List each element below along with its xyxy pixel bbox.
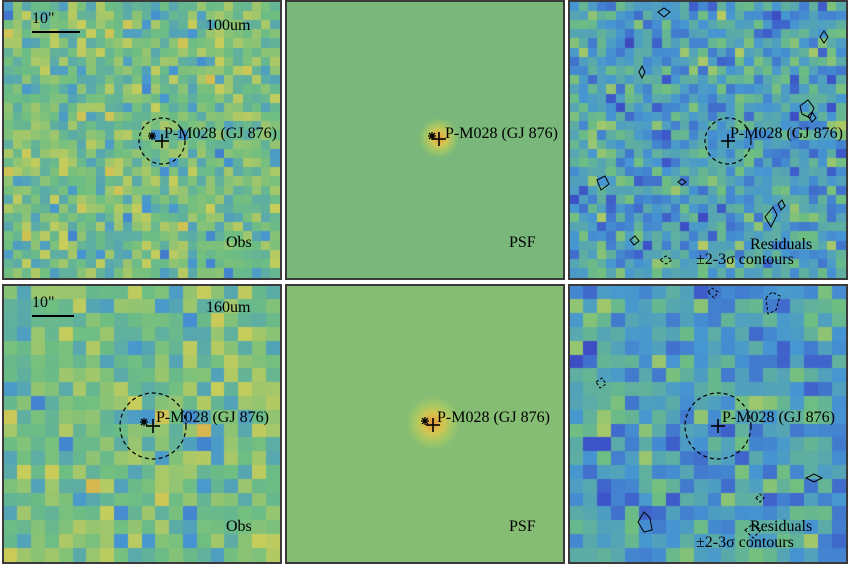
source-cross-marker xyxy=(721,134,735,148)
panel-kind-label: Obs xyxy=(226,234,252,251)
band-label: 100um xyxy=(206,17,251,34)
source-star-marker xyxy=(421,417,429,425)
obs-overlay-160um xyxy=(32,315,187,460)
residual-panel-100um: P-M028 (GJ 876) Residuals ±2-3σ contours xyxy=(568,0,848,280)
source-cross-marker xyxy=(155,134,169,148)
residual-overlay-160um xyxy=(595,287,824,539)
psf-overlay-100um xyxy=(428,132,446,146)
panel-kind-label: PSF xyxy=(509,518,536,535)
band-label: 160um xyxy=(206,299,251,316)
obs-map-100um xyxy=(4,2,280,278)
panel-kind-label: Obs xyxy=(226,518,252,535)
aperture-circle xyxy=(704,117,752,165)
contour-lines xyxy=(596,7,829,265)
contour-legend-label: ±2-3σ contours xyxy=(696,534,794,551)
aperture-circle xyxy=(138,117,186,165)
scale-label: 10" xyxy=(32,10,55,27)
panel-kind-label: PSF xyxy=(509,234,536,251)
contour-legend-label: ±2-3σ contours xyxy=(696,251,794,268)
obs-panel-100um: 10" 100um P-M028 (GJ 876) Obs xyxy=(2,0,282,280)
psf-map-100um xyxy=(287,2,563,278)
contour-lines xyxy=(595,287,824,539)
obs-overlay-100um xyxy=(32,31,186,165)
source-star-marker xyxy=(140,418,148,426)
aperture-circle xyxy=(119,392,187,460)
source-label: P-M028 (GJ 876) xyxy=(164,125,277,142)
psf-overlay-160um xyxy=(421,417,440,432)
source-cross-marker xyxy=(426,418,440,432)
panel-kind-label: Residuals xyxy=(750,236,813,253)
source-label: P-M028 (GJ 876) xyxy=(437,409,550,426)
psf-panel-100um: P-M028 (GJ 876) PSF xyxy=(285,0,565,280)
source-label: P-M028 (GJ 876) xyxy=(156,409,269,426)
source-label: P-M028 (GJ 876) xyxy=(730,125,843,142)
source-label: P-M028 (GJ 876) xyxy=(722,409,835,426)
residual-map-100um xyxy=(570,2,846,278)
source-star-marker xyxy=(148,132,156,140)
source-cross-marker xyxy=(711,419,725,433)
aperture-circle xyxy=(684,392,752,460)
residual-map-160um xyxy=(570,286,846,562)
source-cross-marker xyxy=(146,419,160,433)
source-star-marker xyxy=(428,132,436,140)
obs-panel-160um: 10" 160um P-M028 (GJ 876) Obs xyxy=(2,284,282,564)
scale-label: 10" xyxy=(32,294,55,311)
source-label: P-M028 (GJ 876) xyxy=(445,125,558,142)
residual-overlay-100um xyxy=(596,7,829,265)
residual-panel-160um: P-M028 (GJ 876) Residuals ±2-3σ contours xyxy=(568,284,848,564)
panel-kind-label: Residuals xyxy=(750,518,813,535)
psf-panel-160um: P-M028 (GJ 876) PSF xyxy=(285,284,565,564)
